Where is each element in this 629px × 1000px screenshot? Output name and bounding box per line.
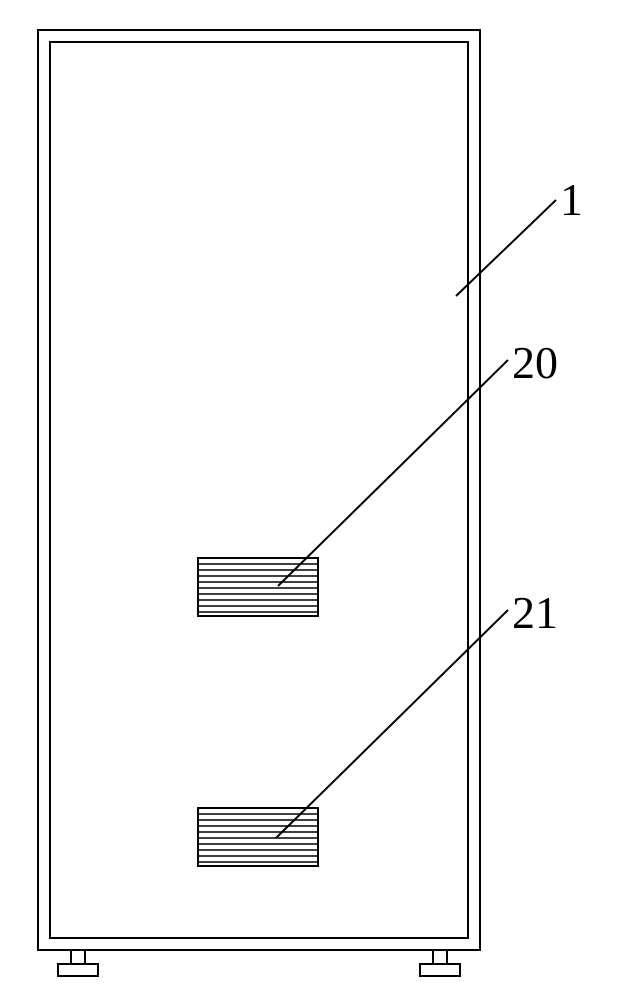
leader-21 [276,610,508,838]
callout-label-20: 20 [512,337,558,388]
diagram-canvas: 1 20 21 [0,0,629,1000]
vent-upper [198,558,318,616]
callout-label-1: 1 [560,174,583,225]
callout-label-21: 21 [512,587,558,638]
cabinet-outer [38,30,480,950]
vent-lower [198,808,318,866]
cabinet-inner [50,42,468,938]
leader-1 [456,200,556,296]
foot-right [420,950,460,976]
leader-20 [278,360,508,586]
foot-left [58,950,98,976]
